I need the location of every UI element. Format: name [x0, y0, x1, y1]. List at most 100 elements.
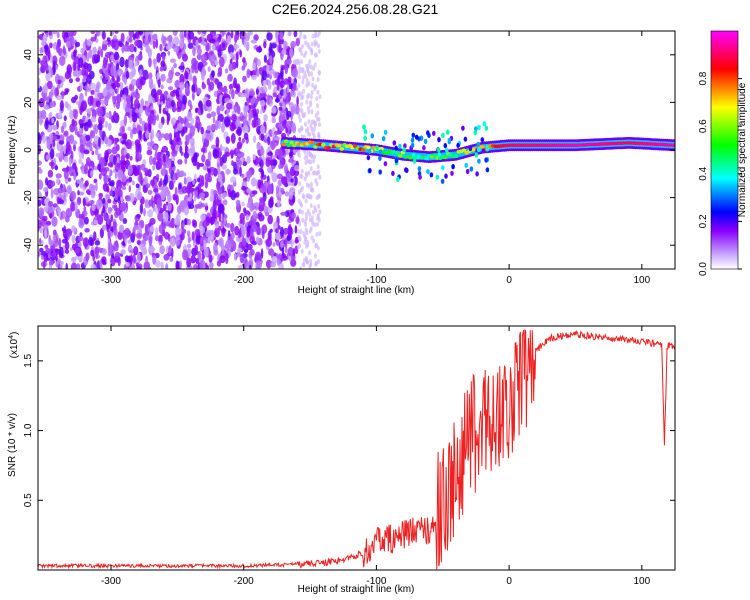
noise-cell [42, 260, 46, 269]
noise-cell [41, 39, 46, 46]
noise-cell [84, 67, 89, 77]
noise-cell [293, 31, 298, 38]
noise-cell [162, 40, 166, 47]
noise-cell [74, 94, 78, 101]
noise-cell [261, 230, 265, 239]
noise-cell [43, 206, 49, 213]
ridge-core-cell [310, 140, 315, 145]
noise-cell [148, 122, 152, 131]
noise-cell [152, 165, 156, 171]
chart-title: C2E6.2024.256.08.28.G21 [272, 1, 439, 17]
noise-cell [309, 100, 313, 106]
transition-cell [469, 166, 474, 172]
noise-cell [125, 262, 130, 267]
noise-cell [145, 73, 149, 80]
transition-cell [423, 138, 428, 144]
noise-cell [277, 225, 281, 230]
noise-cell [69, 78, 73, 84]
noise-cell [237, 153, 243, 158]
noise-cell [200, 192, 205, 201]
noise-cell [269, 97, 273, 104]
noise-cell [112, 98, 115, 104]
noise-cell [148, 199, 154, 207]
noise-cell [308, 212, 312, 217]
noise-cell [269, 159, 274, 166]
y-tick-label: 1.0 [23, 423, 34, 437]
noise-cell [90, 116, 97, 123]
noise-cell [105, 83, 111, 91]
noise-cell [177, 205, 182, 215]
noise-cell [260, 99, 266, 107]
noise-cell [167, 194, 172, 203]
noise-cell [217, 203, 224, 213]
noise-cell [250, 226, 254, 237]
noise-cell [139, 69, 143, 77]
noise-cell [205, 42, 210, 52]
ridge-core-cell [284, 139, 289, 143]
noise-cell [162, 211, 169, 222]
noise-cell [40, 119, 44, 124]
noise-cell [192, 91, 195, 101]
noise-cell [169, 237, 176, 247]
noise-cell [183, 176, 187, 185]
noise-cell [267, 214, 274, 225]
noise-cell [245, 214, 250, 221]
noise-cell [208, 229, 215, 236]
noise-cell [195, 257, 200, 265]
noise-cell [104, 120, 109, 129]
noise-cell [160, 261, 164, 269]
transition-cell [485, 167, 490, 173]
noise-cell [54, 248, 59, 253]
noise-cell [307, 183, 311, 189]
noise-cell [211, 60, 215, 67]
noise-cell [205, 99, 212, 107]
noise-cell [249, 203, 255, 212]
noise-cell [283, 78, 289, 85]
noise-cell [65, 89, 69, 95]
noise-cell [128, 59, 133, 70]
noise-cell [192, 219, 198, 228]
noise-cell [276, 258, 281, 266]
noise-cell [190, 117, 195, 125]
transition-cell [378, 149, 383, 155]
noise-cell [95, 100, 101, 108]
noise-cell [228, 63, 234, 72]
noise-cell [38, 77, 41, 89]
noise-cell [267, 136, 271, 146]
transition-cell [446, 129, 450, 135]
noise-cell [38, 250, 41, 257]
noise-cell [226, 102, 233, 110]
noise-cell [66, 165, 69, 174]
noise-cell [169, 58, 177, 64]
noise-cell [104, 212, 107, 221]
noise-cell [51, 180, 56, 187]
noise-cell [300, 101, 304, 107]
noise-cell [262, 65, 267, 71]
noise-cell [310, 235, 314, 241]
noise-cell [217, 113, 224, 123]
noise-cell [270, 43, 277, 49]
noise-cell [295, 104, 300, 115]
noise-cell [100, 167, 108, 177]
noise-cell [215, 136, 220, 148]
noise-cell [312, 209, 315, 215]
noise-cell [200, 104, 203, 114]
noise-cell [236, 162, 239, 171]
noise-cell [90, 263, 96, 269]
noise-cell [38, 207, 45, 217]
noise-cell [139, 117, 143, 125]
noise-cell [275, 231, 282, 240]
noise-cell [278, 44, 282, 54]
transition-cell [445, 147, 449, 153]
noise-cell [59, 55, 66, 66]
noise-cell [197, 31, 202, 35]
colorbar-label: Normalized spectral amplitude [737, 82, 748, 217]
noise-cell [96, 214, 104, 225]
noise-cell [138, 130, 142, 141]
noise-cell [49, 161, 55, 167]
x-tick-label: -200 [234, 275, 254, 286]
noise-cell [46, 220, 52, 226]
noise-cell [219, 144, 223, 153]
transition-cell [362, 124, 366, 130]
noise-cell [49, 101, 54, 108]
